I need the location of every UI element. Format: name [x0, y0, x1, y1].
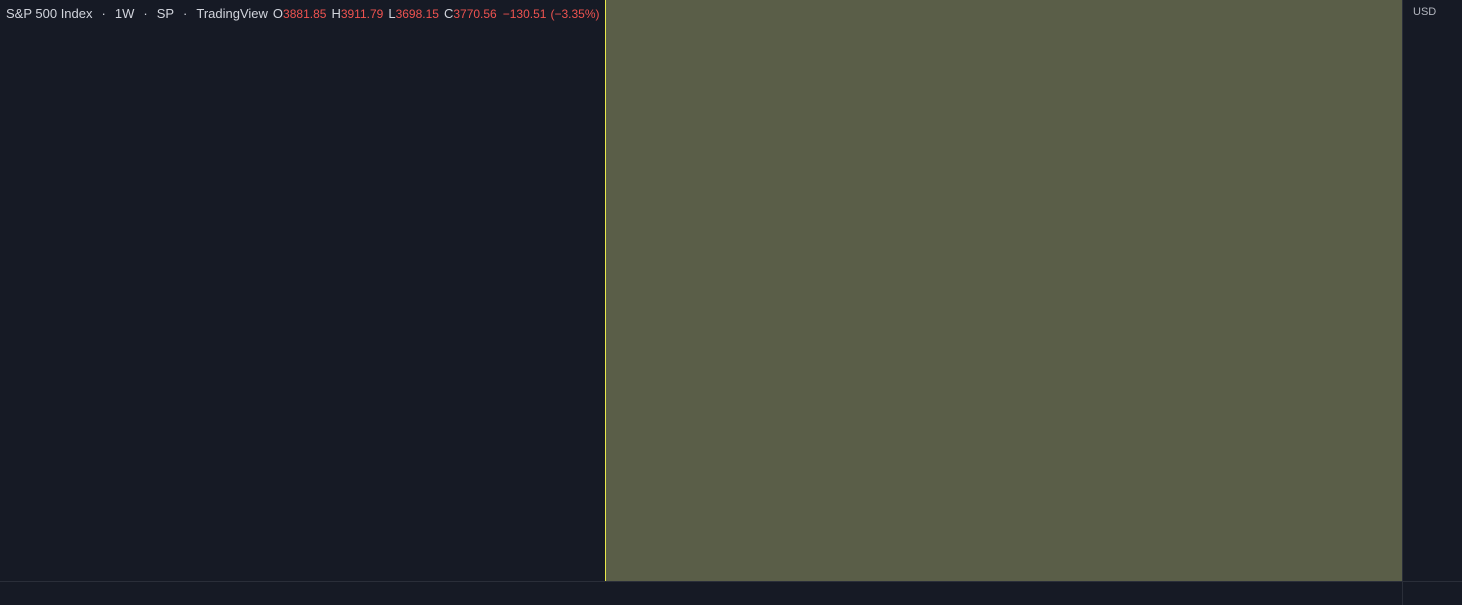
- exchange: SP: [156, 6, 175, 21]
- separator: ·: [143, 6, 148, 21]
- highlight-zone: [605, 0, 1402, 581]
- legend-header: S&P 500 Index · 1W · SP · TradingView O 3881…: [6, 6, 599, 21]
- currency: USD: [1413, 6, 1436, 18]
- ohlc-value: 3881.85: [283, 7, 327, 21]
- symbol: S&P 500 Index: [6, 6, 93, 21]
- time-axis: [0, 581, 1402, 605]
- ohlc-key: H: [331, 6, 341, 21]
- separator: ·: [183, 6, 188, 21]
- interval: 1W: [114, 6, 135, 21]
- ohlc-key: L: [388, 6, 396, 21]
- separator: ·: [101, 6, 106, 21]
- change-percent: (−3.35%): [550, 7, 600, 21]
- price-axis: [1402, 0, 1462, 605]
- ohlc-key: C: [443, 6, 454, 21]
- ohlc-value: 3911.79: [340, 7, 384, 21]
- ohlc-value: 3770.56: [453, 7, 497, 21]
- change: −130.51: [502, 7, 547, 21]
- ohlc-key: O: [272, 6, 284, 21]
- ohlc-value: 3698.15: [395, 7, 439, 21]
- source: TradingView: [196, 6, 268, 21]
